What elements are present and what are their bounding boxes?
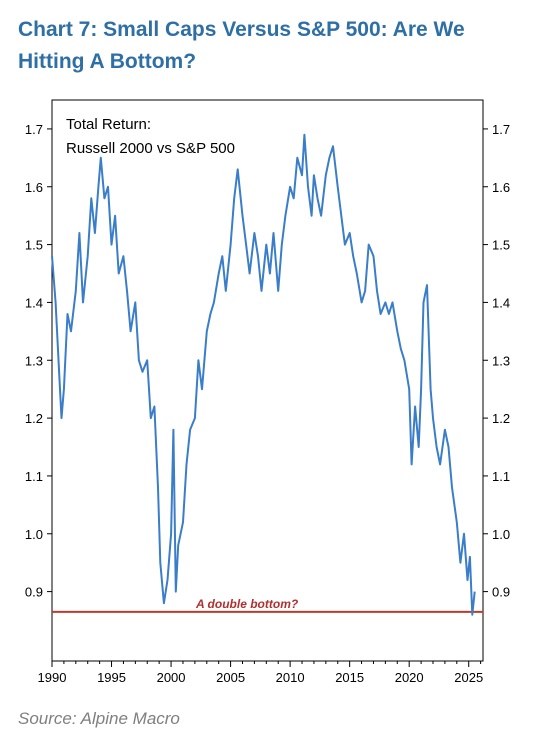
y-tick-label-right: 1.0 <box>492 527 510 542</box>
y-tick-label-right: 1.2 <box>492 411 510 426</box>
y-tick-label-left: 1.7 <box>25 122 43 137</box>
x-tick-label: 1990 <box>38 670 67 685</box>
chart-title: Chart 7: Small Caps Versus S&P 500: Are … <box>18 18 465 73</box>
y-tick-label-left: 1.1 <box>25 469 43 484</box>
axis-ticks <box>47 128 488 667</box>
axis-tick-labels: 0.9 0.9 1.0 1.0 1.1 1.1 1.2 1.2 1.3 1.3 1.4 1.4 1.5 1… <box>25 122 510 685</box>
y-tick-label-left: 1.0 <box>25 527 43 542</box>
x-tick-label: 2005 <box>216 670 245 685</box>
plot-frame <box>51 99 484 662</box>
y-tick-label-right: 1.3 <box>492 353 510 368</box>
y-tick-label-right: 1.7 <box>492 122 510 137</box>
y-tick-label-right: 1.5 <box>492 238 510 253</box>
source-note: Source: Alpine Macro <box>18 709 180 728</box>
y-tick-label-left: 1.5 <box>25 238 43 253</box>
x-tick-label: 2010 <box>276 670 305 685</box>
y-tick-label-left: 1.3 <box>25 353 43 368</box>
chart-inner-title-line2: Russell 2000 vs S&P 500 <box>66 140 235 157</box>
chart-inner-title-line1: Total Return: <box>66 116 151 133</box>
y-tick-label-right: 1.4 <box>492 295 510 310</box>
x-tick-label: 2015 <box>335 670 364 685</box>
y-tick-label-left: 1.6 <box>25 180 43 195</box>
annotation-double-bottom: A double bottom? <box>195 597 299 611</box>
y-tick-label-left: 0.9 <box>25 585 43 600</box>
x-tick-label: 2020 <box>395 670 424 685</box>
y-tick-label-right: 1.6 <box>492 180 510 195</box>
y-tick-label-left: 1.4 <box>25 295 43 310</box>
y-tick-label-right: 1.1 <box>492 469 510 484</box>
y-tick-label-right: 0.9 <box>492 585 510 600</box>
x-tick-label: 2000 <box>157 670 186 685</box>
x-tick-label: 2025 <box>454 670 483 685</box>
x-tick-label: 1995 <box>97 670 126 685</box>
chart-svg: 0.9 0.9 1.0 1.0 1.1 1.1 1.2 1.2 1.3 1.3 1.4 1.4 1.5 1… <box>25 99 510 685</box>
series-line-russell-vs-sp <box>51 133 476 616</box>
y-tick-label-left: 1.2 <box>25 411 43 426</box>
